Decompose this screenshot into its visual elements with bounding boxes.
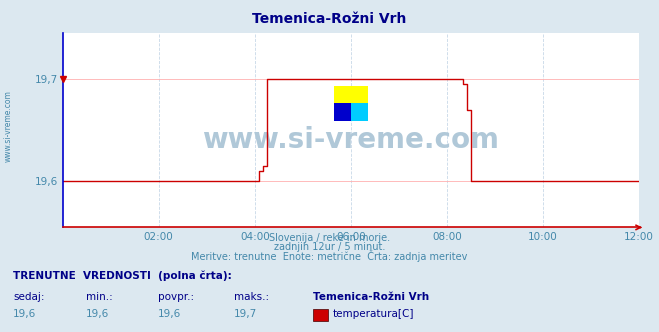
Text: Temenica-Rožni Vrh: Temenica-Rožni Vrh — [313, 292, 429, 302]
Text: min.:: min.: — [86, 292, 113, 302]
Text: Slovenija / reke in morje.: Slovenija / reke in morje. — [269, 233, 390, 243]
Text: Temenica-Rožni Vrh: Temenica-Rožni Vrh — [252, 12, 407, 26]
Bar — [351, 103, 368, 121]
Text: 19,6: 19,6 — [13, 309, 36, 319]
Text: maks.:: maks.: — [234, 292, 269, 302]
Text: Meritve: trenutne  Enote: metrične  Črta: zadnja meritev: Meritve: trenutne Enote: metrične Črta: … — [191, 250, 468, 262]
Text: 19,6: 19,6 — [86, 309, 109, 319]
Text: www.si-vreme.com: www.si-vreme.com — [4, 90, 13, 162]
Text: zadnjih 12ur / 5 minut.: zadnjih 12ur / 5 minut. — [273, 242, 386, 252]
Bar — [333, 86, 368, 103]
Text: TRENUTNE  VREDNOSTI  (polna črta):: TRENUTNE VREDNOSTI (polna črta): — [13, 271, 232, 281]
Text: povpr.:: povpr.: — [158, 292, 194, 302]
Bar — [333, 103, 351, 121]
Text: temperatura[C]: temperatura[C] — [333, 309, 415, 319]
Text: 19,7: 19,7 — [234, 309, 257, 319]
Text: sedaj:: sedaj: — [13, 292, 45, 302]
Text: 19,6: 19,6 — [158, 309, 181, 319]
Text: www.si-vreme.com: www.si-vreme.com — [202, 126, 500, 154]
